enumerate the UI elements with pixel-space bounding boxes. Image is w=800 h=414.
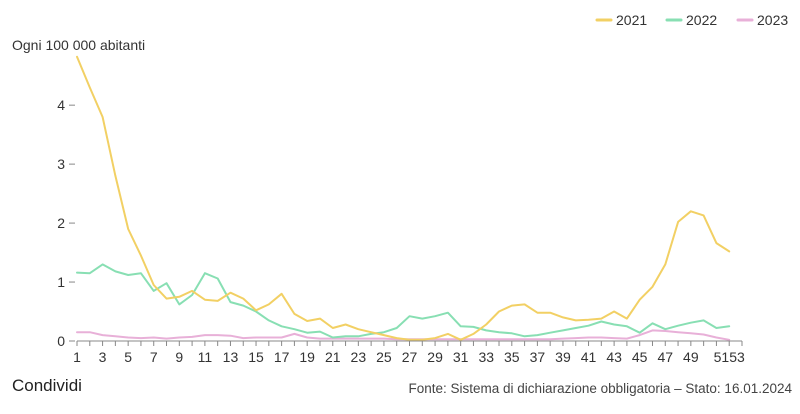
x-tick-label: 37: [530, 349, 546, 365]
x-tick-label: 7: [150, 349, 158, 365]
y-tick-label: 3: [57, 156, 65, 172]
series-line-2021: [76, 55, 731, 341]
x-tick-label: 33: [478, 349, 494, 365]
y-tick-label: 2: [57, 215, 65, 231]
legend-label: 2023: [757, 12, 788, 28]
x-tick-label: 25: [376, 349, 392, 365]
x-tick-label: 11: [198, 349, 213, 365]
x-tick-label: 3: [99, 349, 107, 365]
x-tick-label: 43: [606, 349, 622, 365]
x-tick-label: 35: [504, 349, 520, 365]
share-button[interactable]: Condividi: [12, 376, 82, 395]
x-tick-label: 5153: [714, 349, 745, 365]
x-tick-label: 21: [325, 349, 341, 365]
legend-item-2022[interactable]: 2022: [665, 12, 717, 28]
y-tick-label: 0: [57, 333, 65, 349]
y-axis: 0 1 2 3 4: [57, 97, 75, 349]
legend-label: 2021: [616, 12, 647, 28]
source-note: Fonte: Sistema di dichiarazione obbligat…: [408, 381, 793, 396]
x-tick-label: 23: [351, 349, 367, 365]
x-tick-label: 39: [555, 349, 571, 365]
x-tick-label: 13: [223, 349, 239, 365]
chart-series: [76, 55, 731, 341]
x-tick-label: 45: [632, 349, 648, 365]
legend-label: 2022: [686, 12, 717, 28]
series-line-2022: [76, 263, 731, 339]
x-tick-label: 5: [124, 349, 132, 365]
x-tick-label: 41: [581, 349, 597, 365]
x-tick-label: 9: [175, 349, 183, 365]
x-tick-label: 1: [73, 349, 81, 365]
y-tick-label: 1: [57, 274, 65, 290]
chart-legend[interactable]: 2021 2022 2023: [595, 12, 788, 28]
y-tick-label: 4: [57, 97, 65, 113]
x-tick-label: 49: [683, 349, 699, 365]
x-tick-label: 27: [402, 349, 418, 365]
y-axis-label: Ogni 100 000 abitanti: [12, 37, 145, 53]
x-tick-label: 19: [299, 349, 315, 365]
x-tick-label: 47: [657, 349, 673, 365]
x-tick-label: 31: [453, 349, 469, 365]
legend-item-2021[interactable]: 2021: [595, 12, 647, 28]
x-tick-label: 15: [248, 349, 264, 365]
legend-item-2023[interactable]: 2023: [736, 12, 788, 28]
x-axis: 1 3 5 7 9 11 13 15 17 19 21 23 25 27 29 31 33 35 37 39 41 43 4…: [73, 341, 745, 365]
x-tick-label: 29: [427, 349, 443, 365]
x-tick-label: 17: [274, 349, 290, 365]
